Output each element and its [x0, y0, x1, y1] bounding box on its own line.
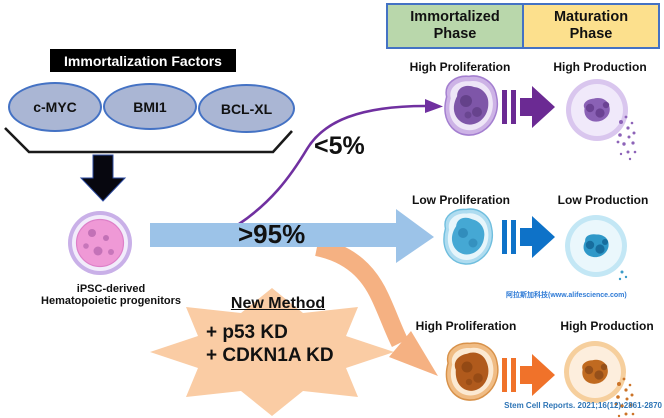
new-method-item-p53: + p53 KD — [206, 322, 288, 343]
phase-header: Immortalized Phase Maturation Phase — [386, 3, 660, 49]
factor-label-bclxl: BCL-XL — [220, 100, 273, 117]
major-percent-label: >95% — [238, 219, 306, 249]
fast-forward-arrow-purple — [502, 86, 555, 128]
transduction-down-arrow — [79, 154, 127, 202]
fast-forward-arrow-orange — [502, 354, 555, 396]
immortalization-factors-title: Immortalization Factors — [50, 49, 236, 72]
ipsc-cell-caption: iPSC-derived Hematopoietic progenitors — [15, 283, 207, 307]
factor-label-cmyc: c-MYC — [33, 99, 77, 115]
factors-bracket — [4, 127, 293, 154]
immortalized-proliferation-cell — [444, 75, 499, 136]
factor-ellipse-bclxl: BCL-XL — [198, 84, 295, 133]
row1-proliferation-label: High Proliferation — [409, 60, 511, 74]
ipsc-caption-line1: iPSC-derived — [76, 283, 146, 295]
phase-header-maturation: Maturation Phase — [524, 5, 658, 47]
immortalized-production-cell — [566, 79, 637, 161]
new-method-item-cdkn1a: + CDKN1A KD — [206, 345, 334, 366]
row2-proliferation-label: Low Proliferation — [411, 193, 510, 207]
factor-ellipse-bmi1: BMI1 — [103, 83, 197, 130]
row3-proliferation-label: High Proliferation — [415, 319, 517, 333]
row3-production-label: High Production — [560, 319, 654, 333]
minor-percent-label: <5% — [314, 132, 365, 160]
new-method-title: New Method — [230, 295, 326, 312]
row2-production-label: Low Production — [557, 193, 649, 207]
factor-label-bmi1: BMI1 — [133, 98, 167, 115]
phase-header-immortalized: Immortalized Phase — [388, 5, 524, 47]
major-branch-arrow — [150, 209, 434, 263]
ipsc-cell-illustration — [68, 211, 132, 275]
new-method-production-cell — [564, 341, 635, 418]
minor-branch-arrow — [238, 99, 443, 226]
new-method-starburst — [150, 288, 394, 416]
low-production-cell — [565, 215, 628, 281]
factor-ellipse-cmyc: c-MYC — [8, 82, 102, 132]
low-proliferation-cell — [443, 208, 494, 265]
row1-production-label: High Production — [553, 60, 647, 74]
new-method-branch-arrow — [314, 238, 438, 376]
fast-forward-arrow-blue — [502, 216, 555, 258]
citation-text: Stem Cell Reports. 2021;16(12):2861-2870 — [504, 401, 662, 410]
new-method-proliferation-cell — [445, 342, 499, 401]
watermark-text: 阿拉斯加科技(www.alifescience.com) — [506, 292, 627, 299]
ipsc-caption-line2: Hematopoietic progenitors — [41, 295, 181, 307]
